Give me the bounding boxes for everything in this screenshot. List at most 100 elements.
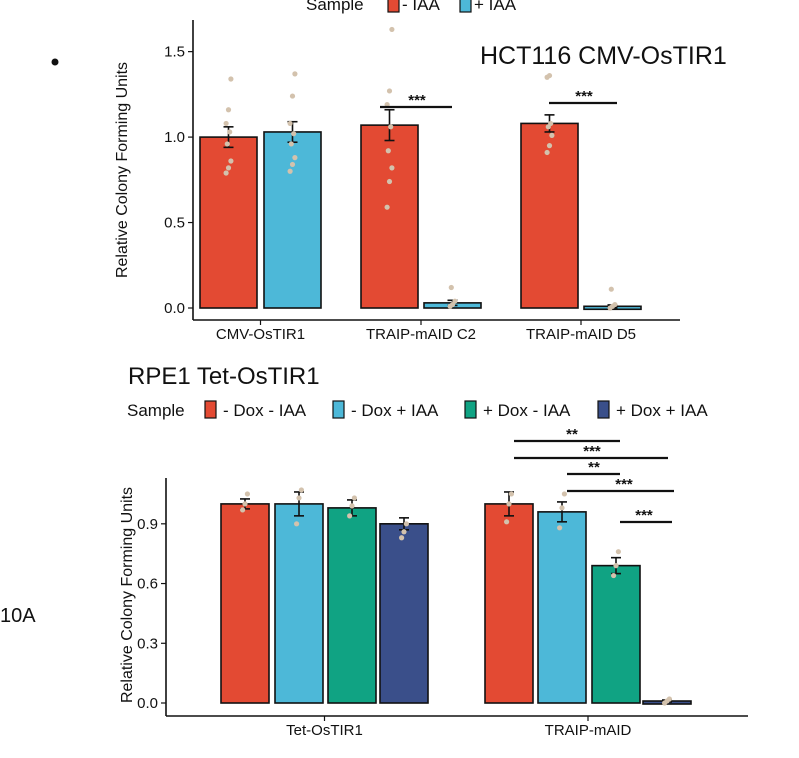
c2-bar-0-2 — [327, 507, 377, 704]
c2-point-0-0-0 — [240, 507, 246, 513]
c1-point-1-0-0 — [384, 204, 390, 210]
c2-point-1-2-2 — [615, 549, 622, 555]
c1-x-tick-label: TRAIP-mAID D5 — [526, 326, 636, 343]
c1-point-0-1-0 — [287, 168, 293, 174]
chart2-y-axis-label: Relative Colony Forming Units — [119, 487, 136, 703]
c2-point-0-3-0 — [399, 535, 405, 541]
c2-point-1-2-0 — [611, 572, 617, 579]
c1-bar-1-0 — [360, 124, 419, 309]
c2-point-1-0-0 — [504, 519, 510, 525]
c1-y-tick-label: 1.5 — [164, 44, 185, 61]
c2-point-1-0-2 — [508, 491, 514, 497]
c2-bar-0-0 — [220, 503, 270, 704]
c2-bar-0-1 — [274, 503, 324, 704]
chart1-y-axis: 0.0 0.5 1.0 1.5 — [164, 44, 193, 317]
c2-y-tick-label: 0.9 — [137, 516, 158, 533]
c1-point-0-0-6 — [225, 107, 232, 113]
c2-sig-label-2: ** — [588, 459, 600, 476]
chart2-x-axis: Tet-OsTIR1 TRAIP-mAID — [286, 716, 631, 739]
c1-legend-key-0 — [387, 0, 400, 13]
cropped-side-label: 10A — [0, 605, 36, 627]
c1-point-2-0-6 — [546, 72, 553, 79]
chart1-legend: Sample - IAA + IAA — [306, 0, 517, 14]
c2-sig-label-3: *** — [615, 476, 633, 493]
c1-point-1-0-1 — [386, 178, 393, 185]
c2-point-0-3-2 — [403, 521, 409, 527]
chart2-bars — [220, 487, 692, 706]
c1-point-2-0-4 — [548, 120, 554, 127]
c2-sig-label-0: ** — [566, 426, 578, 443]
c1-x-tick-label: CMV-OsTIR1 — [216, 326, 305, 343]
c1-y-tick-label: 0.5 — [164, 215, 185, 232]
c1-point-0-0-5 — [223, 120, 229, 127]
c1-y-tick-label: 1.0 — [164, 129, 185, 146]
c1-point-0-1-2 — [292, 155, 298, 161]
chart2-legend: Sample - Dox - IAA - Dox + IAA + Dox - IAA… — [127, 400, 708, 420]
chart2-axes — [165, 478, 748, 717]
c2-legend-label-2: + Dox - IAA — [483, 401, 571, 420]
c1-bar-2-0 — [520, 122, 579, 309]
chart2-legend-title: Sample — [127, 401, 185, 420]
c2-bar-1-2 — [591, 564, 641, 704]
c1-point-0-1-7 — [292, 71, 298, 77]
c2-legend-key-0 — [204, 400, 217, 419]
c2-sig-label-1: *** — [583, 443, 601, 460]
c2-point-0-0-1 — [242, 501, 248, 507]
c1-point-2-0-1 — [546, 143, 553, 149]
c2-legend-label-1: - Dox + IAA — [351, 401, 439, 420]
c1-point-1-0-7 — [389, 26, 395, 33]
c2-point-1-1-1 — [559, 505, 565, 511]
c1-bar-0-1 — [263, 131, 322, 309]
chart1-significance: *** *** — [380, 88, 617, 109]
c2-legend-label-0: - Dox - IAA — [223, 401, 307, 420]
c2-error-bar-1-1 — [557, 501, 567, 523]
c1-y-tick-label: 0.0 — [164, 300, 185, 317]
chart2-significance: ************* — [514, 426, 674, 524]
c2-bar-0-3 — [379, 523, 429, 704]
chart-hct116: Sample - IAA + IAA HCT116 CMV-OsTIR1 Rela… — [114, 0, 727, 343]
c1-point-0-0-4 — [227, 129, 233, 135]
chart1-bars — [199, 26, 642, 311]
c1-point-1-1-2 — [452, 298, 458, 304]
c1-legend-label-0: - IAA — [402, 0, 440, 14]
c1-point-0-0-2 — [228, 158, 234, 164]
c2-point-0-3-1 — [401, 529, 407, 535]
c2-point-0-2-2 — [351, 495, 357, 501]
c1-point-2-1-3 — [608, 286, 614, 292]
c2-legend-key-3 — [597, 400, 610, 419]
c1-point-0-1-4 — [291, 131, 297, 137]
c2-x-tick-label: Tet-OsTIR1 — [286, 722, 363, 739]
c2-bar-1-1 — [537, 511, 587, 704]
c1-point-1-0-3 — [385, 148, 391, 154]
c1-point-0-0-7 — [228, 76, 234, 82]
c2-point-0-2-1 — [349, 503, 355, 509]
c2-point-0-2-0 — [347, 513, 353, 519]
c1-point-2-1-2 — [612, 301, 618, 308]
c1-point-0-1-6 — [289, 93, 296, 99]
c1-point-0-0-3 — [224, 141, 230, 147]
c2-legend-key-2 — [464, 400, 477, 419]
c1-point-1-0-6 — [386, 88, 393, 94]
c1-point-1-1-3 — [448, 284, 454, 291]
c2-bar-1-0 — [484, 503, 534, 704]
c1-point-0-1-1 — [289, 161, 296, 168]
c2-y-tick-label: 0.6 — [137, 576, 158, 593]
c2-point-1-3-2 — [666, 696, 673, 702]
c1-legend-label-1: + IAA — [474, 0, 517, 14]
chart2-title: RPE1 Tet-OsTIR1 — [128, 363, 320, 390]
c1-legend-key-1 — [459, 0, 472, 13]
bullet-mark — [51, 58, 59, 66]
c1-point-0-0-1 — [225, 165, 232, 171]
chart-rpe1: RPE1 Tet-OsTIR1 Sample - Dox - IAA - Dox … — [119, 363, 748, 739]
c2-point-1-2-1 — [613, 563, 619, 569]
c2-point-1-1-0 — [557, 525, 563, 531]
c2-y-tick-label: 0.0 — [137, 695, 158, 712]
c1-point-0-1-3 — [288, 141, 294, 147]
c1-point-1-0-4 — [388, 124, 394, 130]
c1-sig-label-1: *** — [575, 88, 593, 105]
chart1-y-axis-label: Relative Colony Forming Units — [114, 62, 131, 278]
c1-point-1-0-2 — [389, 165, 395, 171]
c2-point-0-1-1 — [296, 495, 302, 501]
c2-point-0-1-2 — [298, 487, 304, 493]
c1-point-0-0-0 — [223, 170, 229, 176]
